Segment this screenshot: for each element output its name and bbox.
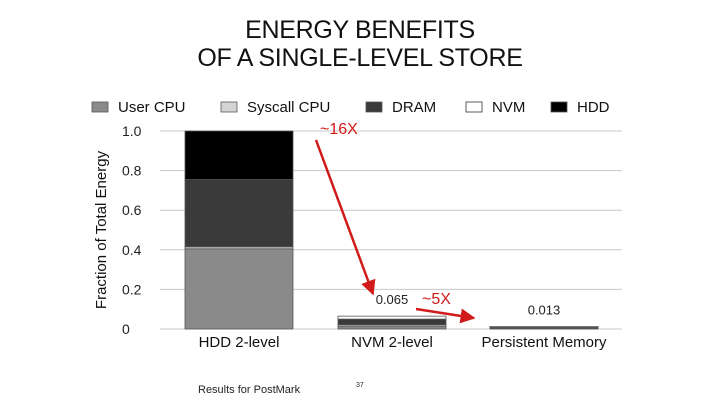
y-tick-label: 0.6 [122,202,142,218]
y-tick-label: 0 [122,321,130,337]
slide-title-line-1: ENERGY BENEFITS [245,16,475,44]
bar-stack [489,326,599,330]
chart-bars: 0.065 0.013 [184,130,599,330]
legend-swatch [220,101,238,113]
page-number: 37 [356,382,364,389]
legend-swatch [365,101,383,113]
bar-segment [184,248,294,330]
bar-stack [337,315,447,330]
bar-stack [184,130,294,330]
legend-swatch [91,101,109,113]
slide-title: ENERGY BENEFITS OF A SINGLE-LEVEL STORE [0,16,720,72]
legend-label: HDD [577,99,610,116]
bar-segment [489,326,599,328]
legend-label: Syscall CPU [247,99,330,116]
annotation-label: ~16X [320,121,358,138]
legend-label: NVM [492,99,525,116]
bar-segment [184,179,294,248]
x-tick-label: HDD 2-level [199,334,280,351]
bar-value-label: 0.013 [528,302,561,317]
y-tick-label: 1.0 [122,123,142,139]
legend-label: DRAM [392,99,436,116]
bar-segment [337,318,447,326]
x-tick-label: NVM 2-level [351,334,433,351]
bar-segment [184,130,294,180]
footer-note: Results for PostMark [198,384,301,396]
legend-label: User CPU [118,99,186,116]
x-axis: HDD 2-level NVM 2-level Persistent Memory [199,334,607,351]
legend-swatch [465,101,483,113]
slide-title-line-2: OF A SINGLE-LEVEL STORE [197,44,523,72]
y-tick-label: 0.2 [122,281,142,297]
bar-segment [337,315,447,320]
y-axis: Fraction of Total Energy 1.0 0.8 0.6 0.4 0.2 0 [93,123,142,337]
y-tick-label: 0.4 [122,242,142,258]
legend-swatch [550,101,568,113]
chart-annotations: ~16X ~5X [314,121,476,324]
chart-legend: User CPU Syscall CPU DRAM NVM HDD [91,99,610,116]
y-axis-label: Fraction of Total Energy [93,150,110,309]
annotation-arrow [415,307,476,324]
x-tick-label: Persistent Memory [481,334,607,351]
annotation-label: ~5X [422,291,451,308]
annotation-arrow [314,139,376,296]
bar-value-label: 0.065 [376,292,409,307]
y-tick-label: 0.8 [122,163,142,179]
